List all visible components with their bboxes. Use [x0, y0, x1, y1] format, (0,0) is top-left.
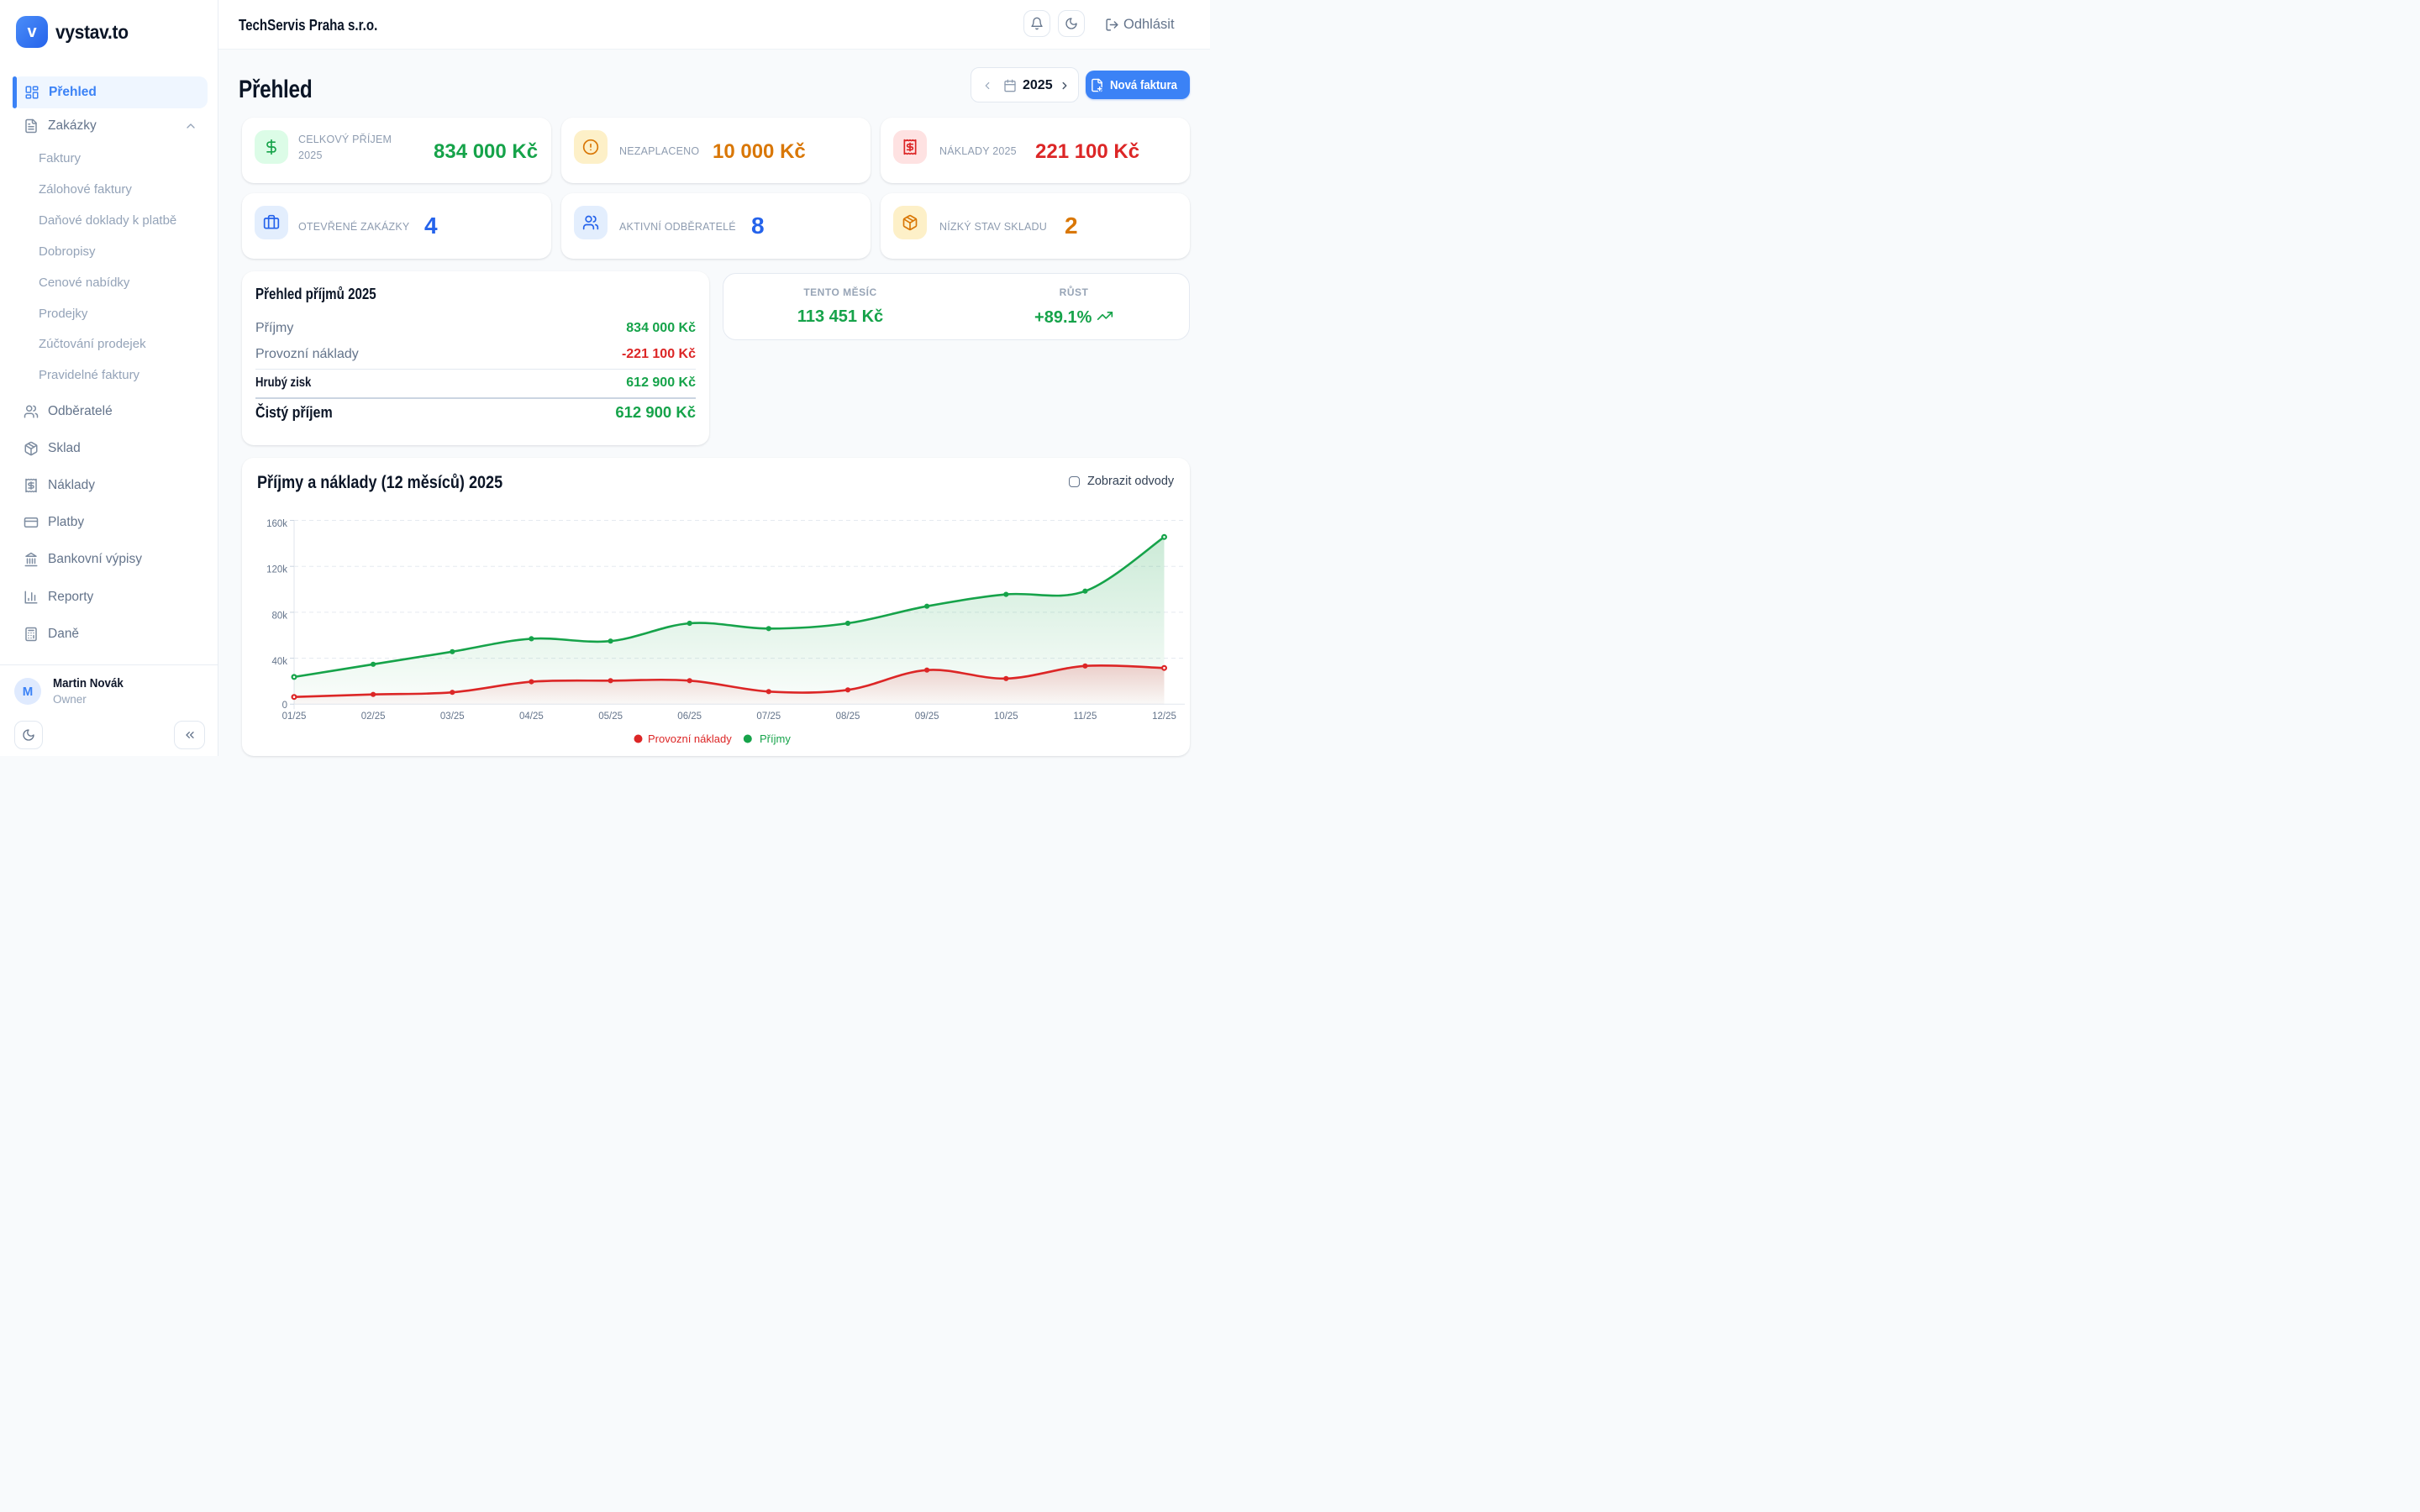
- svg-text:05/25: 05/25: [598, 711, 623, 722]
- svg-text:07/25: 07/25: [756, 711, 781, 722]
- svg-text:01/25: 01/25: [282, 711, 307, 722]
- svg-text:08/25: 08/25: [836, 711, 860, 722]
- svg-text:06/25: 06/25: [677, 711, 702, 722]
- svg-text:120k: 120k: [266, 565, 287, 575]
- svg-text:160k: 160k: [266, 519, 287, 529]
- svg-text:0: 0: [282, 701, 287, 711]
- svg-text:40k: 40k: [271, 657, 287, 667]
- svg-text:12/25: 12/25: [1152, 711, 1176, 722]
- svg-text:Provozní náklady: Provozní náklady: [648, 732, 732, 745]
- svg-text:10/25: 10/25: [994, 711, 1018, 722]
- svg-text:04/25: 04/25: [519, 711, 544, 722]
- svg-text:09/25: 09/25: [915, 711, 939, 722]
- svg-text:80k: 80k: [271, 611, 287, 621]
- svg-text:11/25: 11/25: [1073, 711, 1097, 722]
- svg-text:Příjmy: Příjmy: [760, 732, 791, 745]
- svg-text:02/25: 02/25: [361, 711, 386, 722]
- svg-text:03/25: 03/25: [440, 711, 465, 722]
